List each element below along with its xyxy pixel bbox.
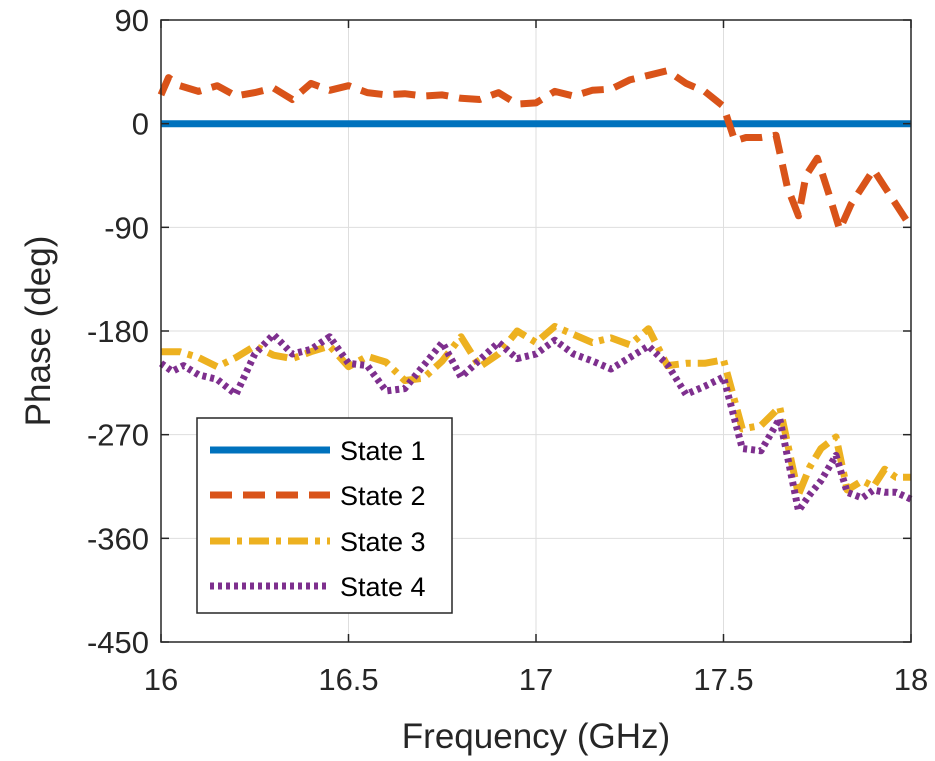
x-tick-label: 16 <box>144 662 178 697</box>
x-axis-label: Frequency (GHz) <box>402 717 670 756</box>
x-tick-label: 17.5 <box>693 662 753 697</box>
legend-label-state-1: State 1 <box>340 436 426 466</box>
series-group <box>157 67 914 515</box>
y-tick-label: -180 <box>87 314 149 349</box>
legend-label-state-4: State 4 <box>340 572 426 602</box>
series-line-state-4 <box>158 331 913 515</box>
x-tick-label: 17 <box>519 662 553 697</box>
y-tick-label: -450 <box>87 625 149 660</box>
legend-label-state-3: State 3 <box>340 527 426 557</box>
series-line-state-2 <box>157 67 914 234</box>
x-tick-label: 18 <box>894 662 928 697</box>
legend: State 1 State 2 State 3 State 4 <box>196 417 453 614</box>
y-axis-label: Phase (deg) <box>19 236 58 427</box>
legend-label-state-2: State 2 <box>340 481 426 511</box>
series-line-state-3 <box>161 322 911 499</box>
y-tick-label: -360 <box>87 521 149 556</box>
x-tick-label: 16.5 <box>318 662 378 697</box>
y-tick-label: -90 <box>104 210 149 245</box>
y-tick-label: 0 <box>132 107 149 142</box>
y-tick-label: -270 <box>87 418 149 453</box>
axis-ticks: 16 16.5 17 17.5 18 90 0 -90 -180 -270 -360 -450 <box>87 3 928 697</box>
y-tick-label: 90 <box>115 3 149 38</box>
